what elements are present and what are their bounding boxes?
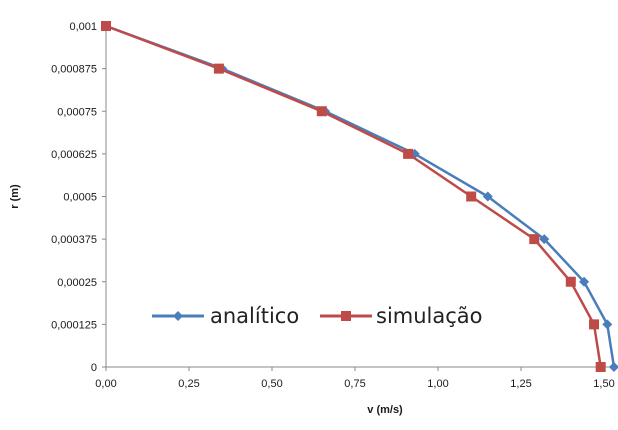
legend-marker <box>173 311 183 321</box>
data-point <box>602 319 613 330</box>
y-axis-title: r (m) <box>9 184 21 209</box>
y-tick-label: 0,0005 <box>63 192 97 204</box>
legend-marker <box>341 311 351 321</box>
x-tick-label: 1,00 <box>427 378 448 390</box>
data-point <box>101 21 111 31</box>
data-point <box>579 276 590 287</box>
data-point <box>403 148 414 159</box>
data-point <box>213 63 224 74</box>
legend: analítico simulação <box>152 304 483 328</box>
tick-labels: 0,00 0,25 0,50 0,75 1,00 1,25 1,50 0 0,000125 0,0… <box>51 21 615 390</box>
legend-item: simulação <box>320 304 483 328</box>
y-tick-label: 0,001 <box>69 21 97 33</box>
data-point <box>316 106 327 117</box>
data-point <box>539 234 550 245</box>
x-tick-label: 0,50 <box>261 378 282 390</box>
x-tick-label: 0,00 <box>95 378 116 390</box>
y-tick-label: 0,000125 <box>51 319 97 331</box>
legend-label: analítico <box>210 304 299 328</box>
axes <box>102 25 614 371</box>
x-tick-label: 0,25 <box>178 378 199 390</box>
x-tick-label: 1,25 <box>510 378 531 390</box>
y-tick-label: 0,000375 <box>51 234 97 246</box>
y-tick-label: 0,00075 <box>57 106 97 118</box>
x-tick-label: 1,50 <box>593 378 614 390</box>
data-point <box>608 362 618 372</box>
series-simulacao <box>101 21 606 372</box>
data-point <box>482 191 493 202</box>
data-point <box>595 362 606 372</box>
data-point <box>589 319 600 330</box>
y-tick-label: 0 <box>91 362 97 374</box>
x-tick-label: 0,75 <box>344 378 365 390</box>
y-tick-label: 0,000625 <box>51 149 97 161</box>
data-point <box>565 276 576 287</box>
legend-item: analítico <box>152 304 299 328</box>
legend-label: simulação <box>376 304 483 328</box>
y-tick-label: 0,000875 <box>51 64 97 76</box>
data-point <box>466 191 477 202</box>
x-axis-title: v (m/s) <box>367 404 403 416</box>
series-layer <box>101 21 618 372</box>
y-tick-label: 0,00025 <box>57 277 97 289</box>
data-point <box>529 234 540 245</box>
